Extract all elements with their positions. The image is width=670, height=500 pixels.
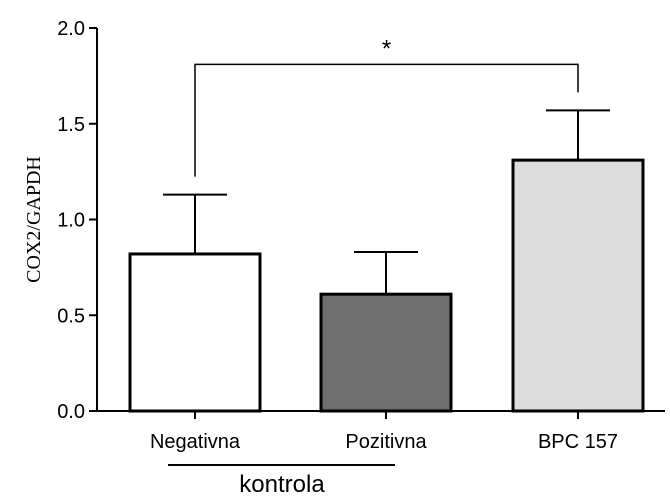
category-label-1: Pozitivna: [345, 431, 427, 453]
bar-0: [128, 252, 262, 413]
group-label: kontrola: [239, 471, 325, 498]
significance-bracket: *: [194, 35, 579, 177]
bars: [128, 158, 645, 413]
y-tick-label: 2.0: [57, 18, 85, 40]
significance-line: [194, 63, 579, 177]
category-label-2: BPC 157: [538, 431, 618, 453]
bar-2: [511, 158, 645, 413]
y-tick-label: 0.5: [57, 305, 85, 327]
y-tick-label: 0.0: [57, 401, 85, 423]
category-label-0: Negativna: [150, 431, 241, 453]
y-tick-label: 1.5: [57, 114, 85, 136]
labels: Negativna Pozitivna BPC 157 kontrola: [150, 431, 618, 498]
y-tick-label: 1.0: [57, 210, 85, 232]
error-bars: [163, 109, 610, 295]
bar-1: [319, 292, 453, 413]
significance-label: *: [382, 35, 391, 62]
y-axis-label: COX2/GAPDH: [23, 156, 45, 283]
